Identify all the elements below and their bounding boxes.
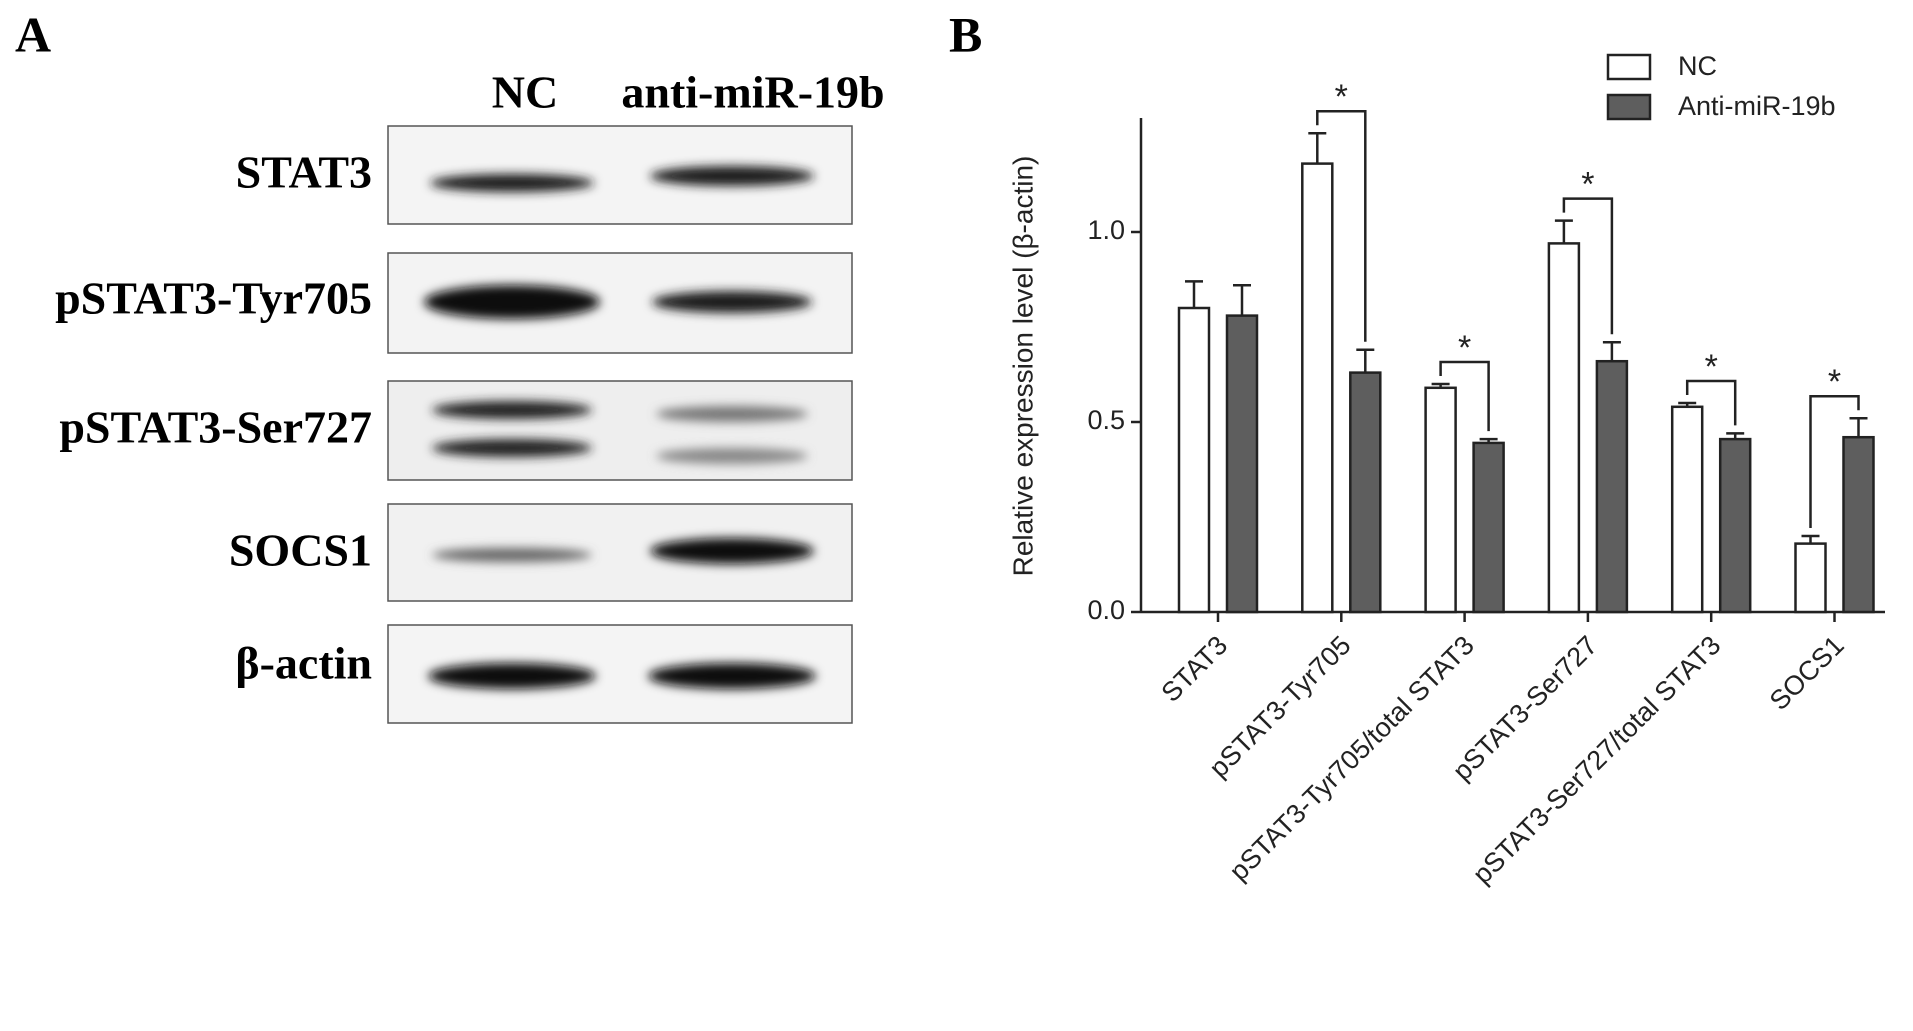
band [424, 285, 600, 319]
bar [1670, 405, 1704, 614]
x-tick-label: STAT3 [1155, 630, 1233, 708]
bar [1718, 437, 1752, 614]
lane-label: anti-miR-19b [621, 67, 884, 118]
band [432, 439, 592, 457]
significance-bracket [1809, 394, 1860, 528]
significance-bracket [1439, 360, 1490, 432]
significance-label: * [1581, 166, 1594, 204]
band [656, 406, 808, 422]
lane-label: NC [492, 67, 558, 118]
band [428, 663, 596, 689]
blot-strip [387, 380, 853, 481]
row-label: β-actin [235, 638, 372, 689]
error-bar [1431, 382, 1450, 388]
error-bar [1356, 348, 1375, 373]
error-bar [1479, 437, 1498, 443]
error-bar [1849, 416, 1868, 438]
bar [1794, 542, 1827, 614]
significance-label: * [1705, 348, 1718, 386]
significance-label: * [1828, 363, 1841, 401]
band [432, 401, 592, 419]
band [650, 538, 814, 564]
row-label: pSTAT3-Ser727 [59, 402, 372, 453]
band [430, 174, 594, 192]
y-tick-label: 0.0 [1087, 595, 1125, 625]
significance-label: * [1458, 329, 1471, 367]
bar [1472, 441, 1505, 614]
y-tick-label: 0.5 [1087, 405, 1125, 435]
bar [1595, 359, 1629, 614]
band [656, 448, 808, 464]
western-blot [387, 125, 853, 724]
bar [1547, 242, 1581, 614]
error-bar [1554, 219, 1573, 244]
row-label: STAT3 [236, 147, 372, 198]
error-bar [1726, 432, 1745, 440]
x-tick-label: pSTAT3-Ser727/total STAT3 [1467, 630, 1727, 890]
error-bar [1801, 534, 1820, 544]
panel-label: A [15, 6, 51, 62]
significance-bracket [1562, 197, 1614, 335]
row-label: pSTAT3-Tyr705 [55, 273, 372, 324]
bar [1842, 435, 1875, 614]
band [650, 166, 814, 186]
legend-swatch [1606, 53, 1652, 81]
bar [1177, 306, 1211, 614]
legend-label: Anti-miR-19b [1678, 91, 1836, 121]
error-bar [1308, 131, 1327, 164]
x-tick-label: SOCS1 [1764, 630, 1850, 716]
significance-label: * [1335, 78, 1348, 116]
legend-swatch [1606, 93, 1652, 121]
legend-label: NC [1678, 51, 1717, 81]
panel-label: B [949, 6, 982, 62]
error-bar [1678, 401, 1697, 407]
error-bar [1233, 283, 1251, 316]
band [648, 663, 816, 689]
y-tick-label: 1.0 [1087, 215, 1125, 245]
significance-bracket [1685, 379, 1737, 426]
band [432, 548, 592, 562]
bar [1225, 314, 1259, 614]
x-tick-label: pSTAT3-Tyr705/total STAT3 [1223, 630, 1479, 886]
error-bar [1602, 340, 1621, 362]
bar [1424, 386, 1457, 614]
bar [1349, 371, 1382, 614]
significance-bracket [1316, 109, 1367, 342]
y-axis-label: Relative expression level (β-actin) [1007, 156, 1038, 577]
band [652, 291, 812, 313]
row-label: SOCS1 [229, 525, 372, 576]
error-bar [1185, 280, 1203, 308]
bar [1301, 162, 1334, 614]
